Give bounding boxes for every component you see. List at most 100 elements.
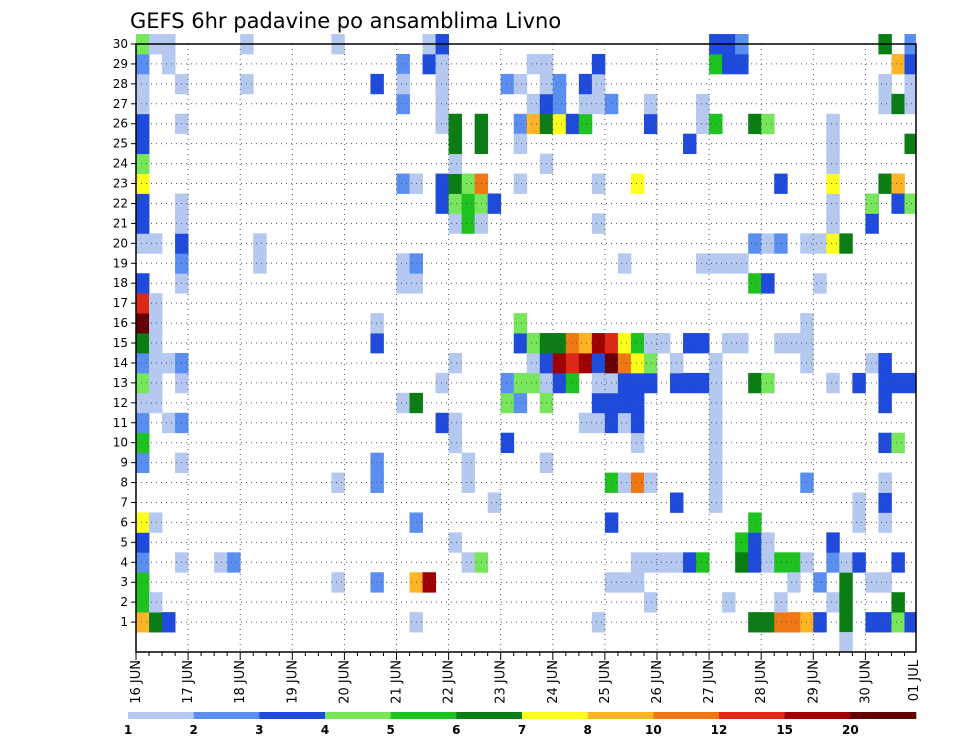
- heatmap-cell: [578, 333, 593, 354]
- heatmap-cell: [136, 412, 150, 434]
- heatmap-cell: [149, 512, 163, 533]
- heatmap-cell: [370, 472, 384, 493]
- heatmap-cell: [370, 572, 384, 593]
- legend-swatch: [456, 712, 523, 719]
- heatmap-cell: [435, 372, 449, 394]
- heatmap-cell: [578, 93, 593, 115]
- heatmap-cell: [565, 372, 580, 394]
- legend-swatch: [850, 712, 917, 719]
- heatmap-cell: [813, 273, 827, 294]
- heatmap-cell: [891, 552, 905, 573]
- y-tick-label: 7: [120, 495, 128, 509]
- chart-title: GEFS 6hr padavine po ansamblima Livno: [130, 9, 561, 33]
- heatmap-cell: [683, 133, 697, 155]
- heatmap-cell: [422, 53, 436, 75]
- heatmap-cell: [461, 213, 476, 234]
- heatmap-cell: [878, 512, 892, 533]
- heatmap-cell: [149, 612, 163, 633]
- heatmap-cell: [214, 552, 228, 573]
- heatmap-cell: [331, 472, 345, 493]
- heatmap-cell: [878, 572, 892, 593]
- heatmap-cell: [878, 472, 892, 493]
- x-date-label: 30 JUN: [858, 660, 873, 704]
- heatmap-cell: [865, 213, 879, 234]
- heatmap-cell: [513, 133, 528, 155]
- x-date-label: 26 JUN: [650, 660, 665, 704]
- heatmap-cell: [787, 572, 801, 593]
- heatmap-cell: [370, 452, 384, 473]
- heatmap-cell: [461, 193, 476, 214]
- heatmap-cell: [696, 552, 710, 573]
- y-tick-label: 21: [113, 216, 128, 230]
- heatmap-cell: [630, 472, 645, 493]
- heatmap-cell: [826, 213, 840, 234]
- heatmap-cell: [761, 612, 775, 633]
- heatmap-cell: [435, 193, 449, 214]
- heatmap-cell: [149, 352, 163, 374]
- heatmap-cell: [839, 632, 853, 653]
- heatmap-cell: [396, 53, 410, 75]
- heatmap-cell: [683, 372, 697, 394]
- heatmap-cell: [891, 592, 905, 613]
- heatmap-cell: [149, 293, 163, 314]
- legend-label: 20: [842, 723, 859, 737]
- heatmap-cell: [448, 113, 463, 135]
- grid-lines: [136, 43, 916, 652]
- legend-swatch: [653, 712, 720, 719]
- heatmap-cell: [578, 73, 593, 95]
- heatmap-cell: [761, 273, 775, 294]
- y-tick-label: 29: [113, 57, 128, 71]
- heatmap-cell: [774, 612, 788, 633]
- heatmap-cell: [878, 372, 892, 394]
- heatmap-cell: [630, 552, 645, 573]
- y-tick-label: 4: [120, 555, 128, 569]
- heatmap-cell: [136, 532, 150, 553]
- heatmap-cell: [748, 273, 762, 294]
- heatmap-cell: [761, 233, 775, 254]
- heatmap-cell: [461, 173, 476, 194]
- heatmap-cell: [696, 93, 710, 115]
- heatmap-cell: [591, 93, 606, 115]
- heatmap-cell: [891, 612, 905, 633]
- y-tick-label: 28: [113, 77, 128, 91]
- heatmap-cell: [617, 372, 632, 394]
- heatmap-cell: [136, 113, 150, 135]
- legend-label: 10: [645, 723, 662, 737]
- heatmap-cell: [643, 472, 658, 493]
- heatmap-cell: [891, 93, 905, 115]
- heatmap-cell: [136, 233, 150, 254]
- heatmap-cell: [552, 333, 567, 354]
- legend-swatch: [390, 712, 457, 719]
- heatmap-cell: [787, 552, 801, 573]
- heatmap-cell: [578, 352, 593, 374]
- heatmap-cell: [878, 73, 892, 95]
- y-tick-label: 14: [113, 356, 128, 370]
- heatmap-cell: [904, 53, 916, 75]
- heatmap-cell: [136, 392, 150, 414]
- heatmap-cell: [774, 552, 788, 573]
- heatmap-cell: [865, 572, 879, 593]
- heatmap-cell: [136, 592, 150, 613]
- heatmap-cell: [617, 253, 632, 274]
- y-tick-label: 1: [120, 615, 128, 629]
- heatmap-cell: [826, 592, 840, 613]
- legend-swatch: [193, 712, 260, 719]
- heatmap-cell: [630, 412, 645, 434]
- heatmap-cell: [761, 552, 775, 573]
- heatmap-cell: [448, 133, 463, 155]
- heatmap-cell: [630, 572, 645, 593]
- heatmap-cell: [826, 552, 840, 573]
- legend-label: 2: [189, 723, 197, 737]
- heatmap-cell: [448, 153, 463, 174]
- heatmap-cell: [787, 333, 801, 354]
- heatmap-cell: [396, 173, 410, 194]
- heatmap-cell: [709, 492, 723, 513]
- heatmap-cell: [136, 293, 150, 314]
- heatmap-cell: [591, 372, 606, 394]
- heatmap-cell: [487, 492, 502, 513]
- heatmap-cell: [696, 113, 710, 135]
- legend-label: 7: [518, 723, 526, 737]
- heatmap-cell: [578, 113, 593, 135]
- heatmap-cell: [591, 612, 606, 633]
- heatmap-cell: [396, 93, 410, 115]
